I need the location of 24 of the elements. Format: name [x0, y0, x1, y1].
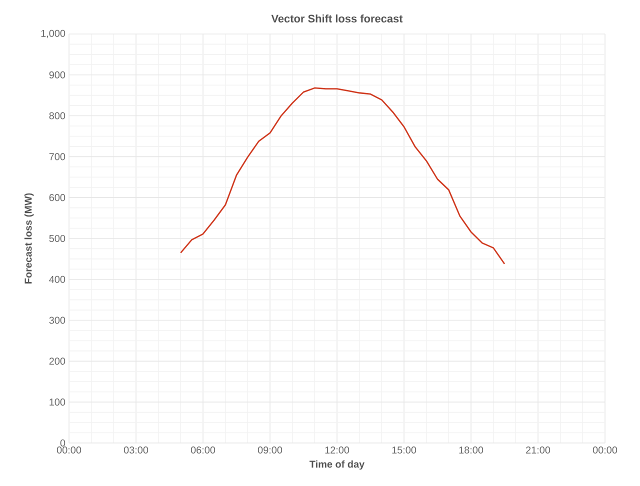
- x-tick-label: 09:00: [258, 446, 282, 454]
- y-axis-title: Forecast loss (MW): [24, 193, 34, 284]
- y-tick-label: 700: [49, 153, 66, 160]
- x-tick-label: 03:00: [124, 446, 148, 454]
- y-tick-label: 300: [49, 316, 66, 324]
- x-tick-label: 18:00: [459, 446, 484, 454]
- y-tick-label: 800: [49, 112, 66, 120]
- y-tick-label: 600: [49, 194, 66, 202]
- y-tick-label: 900: [49, 71, 66, 78]
- x-tick-label: 00:00: [56, 446, 82, 454]
- x-tick-label: 21:00: [526, 446, 550, 454]
- x-tick-label: 12:00: [325, 446, 350, 454]
- x-tick-label: 15:00: [392, 446, 416, 454]
- y-tick-label: 100: [50, 398, 66, 406]
- x-axis-title: Time of day: [310, 460, 365, 470]
- y-tick-label: 1,000: [41, 30, 66, 38]
- y-tick-label: 200: [49, 358, 66, 365]
- line-series: [180, 87, 506, 265]
- chart-title: Vector Shift loss forecast: [271, 14, 403, 22]
- x-tick-label: 06:00: [190, 446, 216, 454]
- x-tick-label: 00:00: [592, 446, 618, 454]
- y-tick-label: 0: [60, 439, 66, 447]
- y-tick-label: 500: [49, 234, 66, 242]
- y-tick-label: 400: [49, 276, 66, 283]
